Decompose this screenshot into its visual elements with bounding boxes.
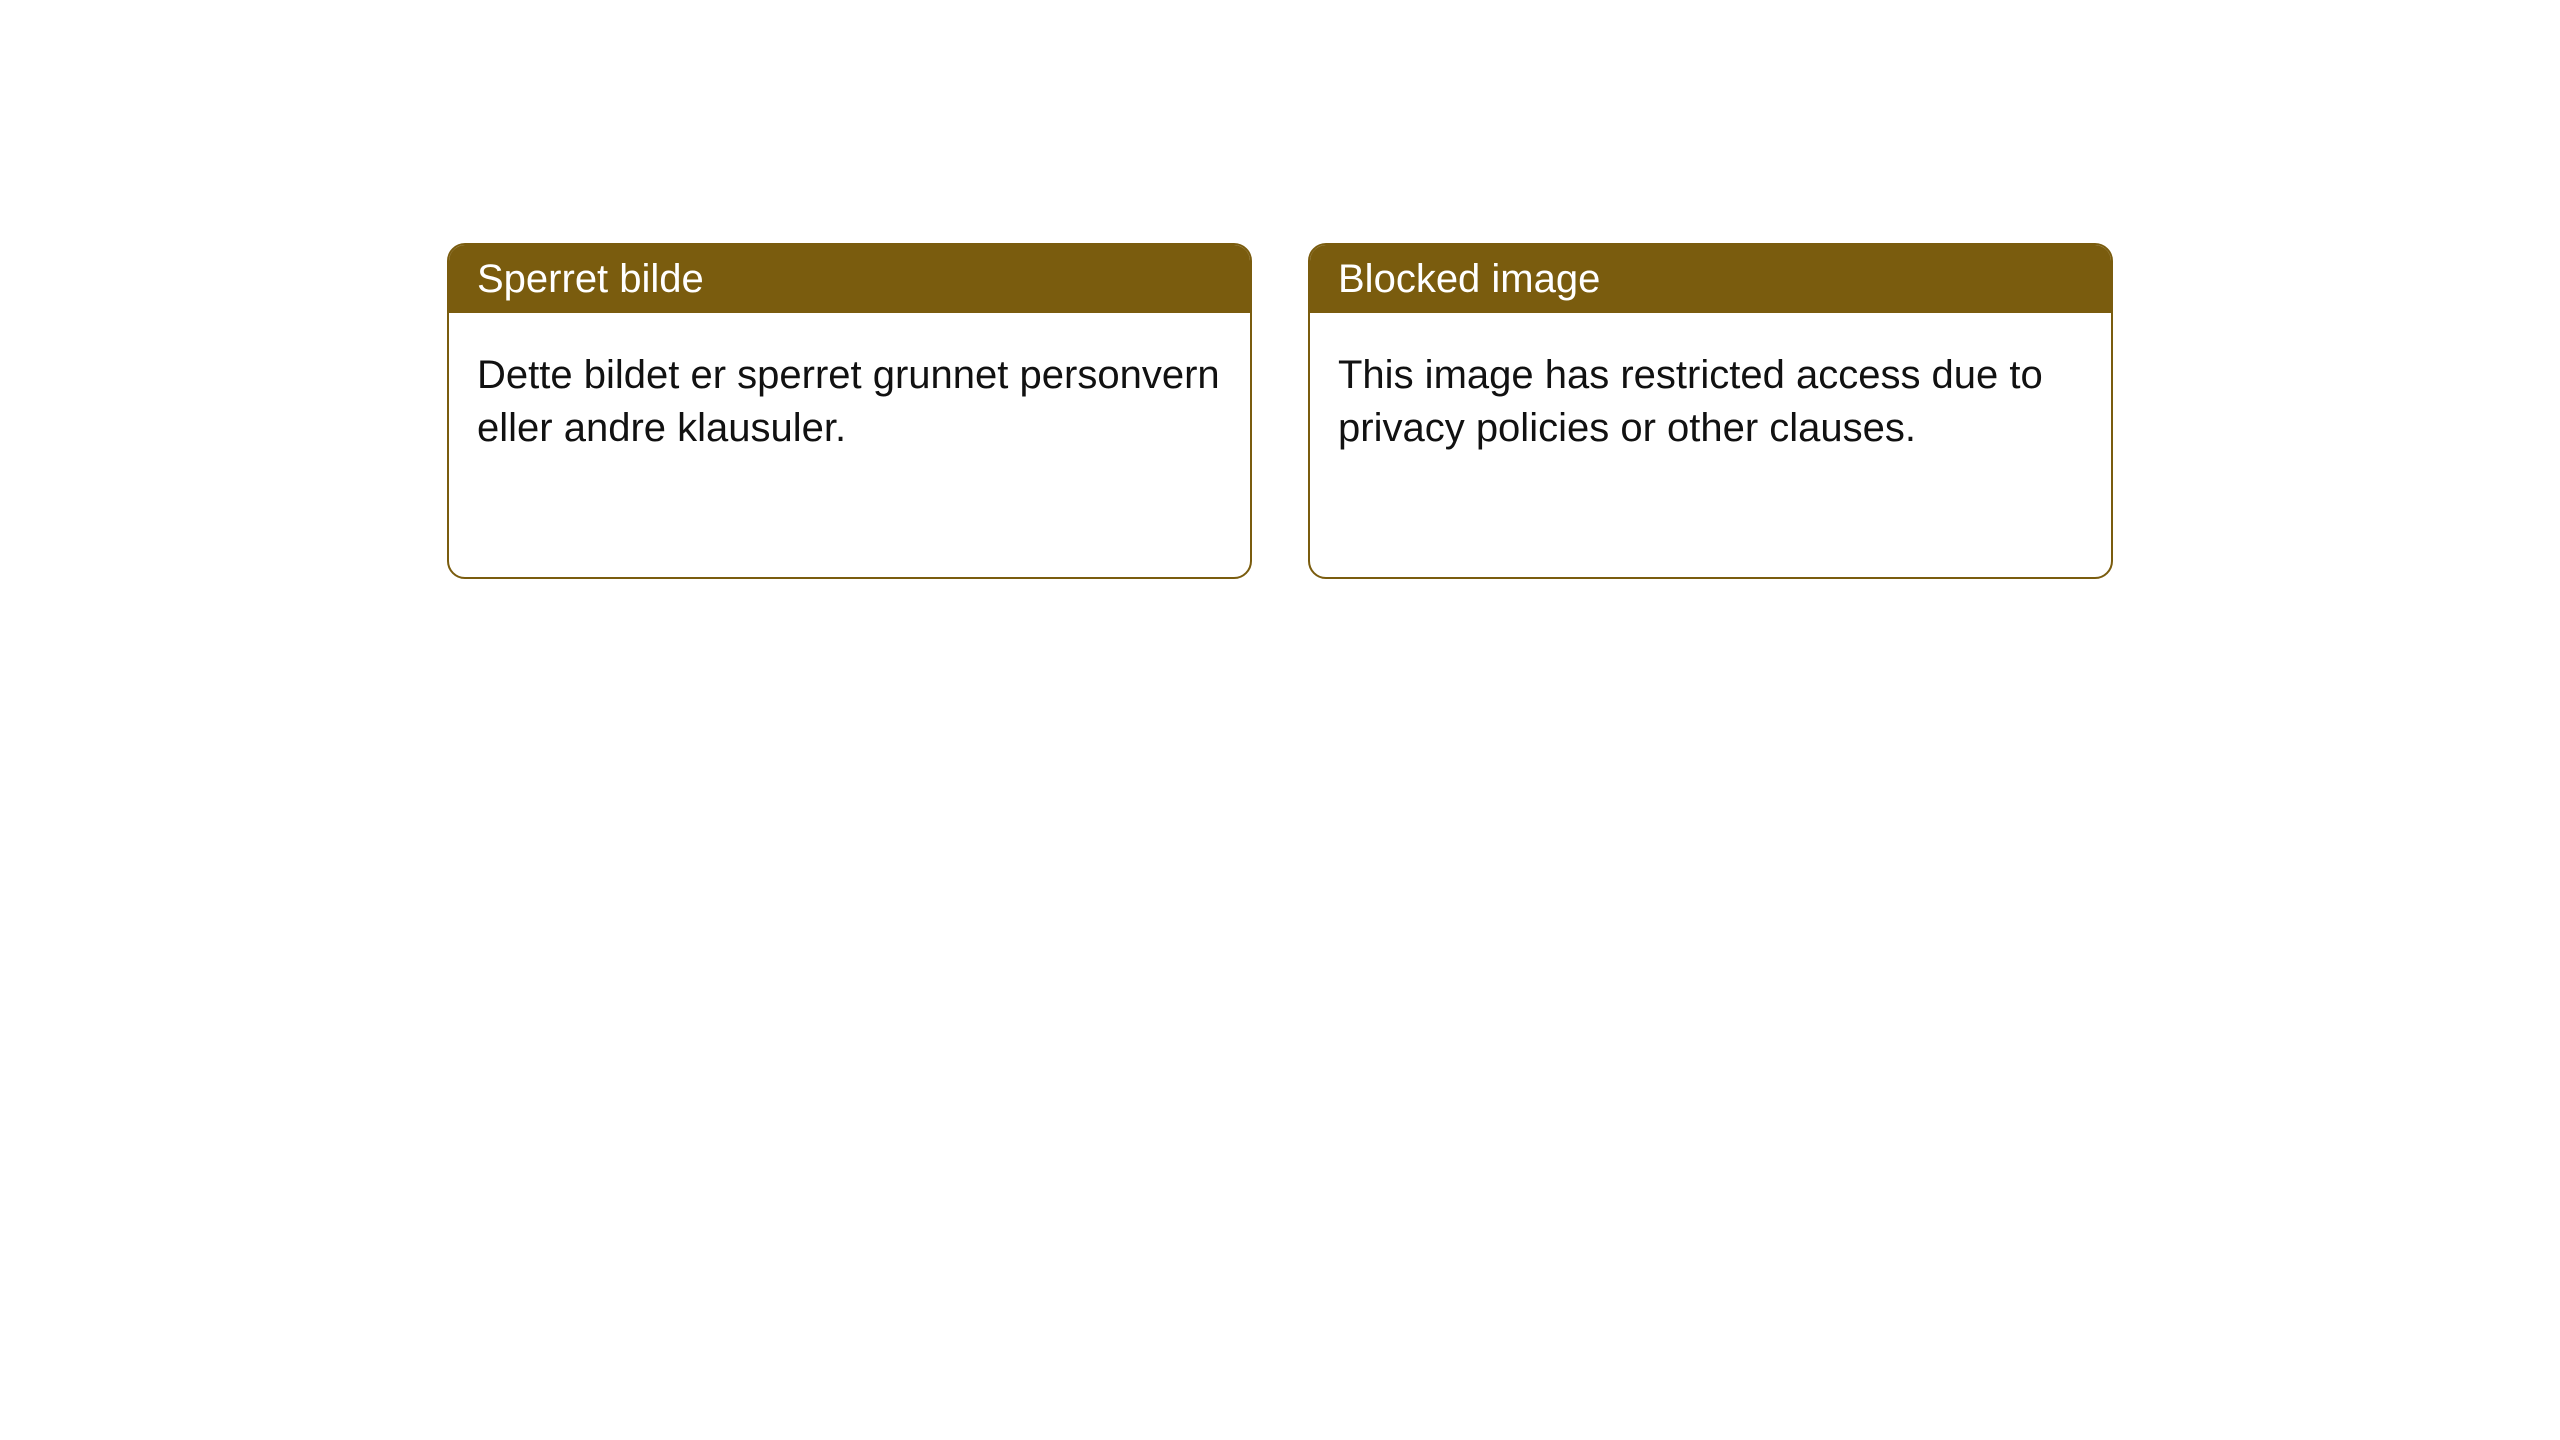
card-body: This image has restricted access due to …: [1310, 313, 2111, 491]
card-body: Dette bildet er sperret grunnet personve…: [449, 313, 1250, 491]
card-header: Sperret bilde: [449, 245, 1250, 313]
card-title: Blocked image: [1338, 257, 1600, 301]
notice-card-norwegian: Sperret bilde Dette bildet er sperret gr…: [447, 243, 1252, 579]
card-title: Sperret bilde: [477, 257, 704, 301]
card-header: Blocked image: [1310, 245, 2111, 313]
notice-card-english: Blocked image This image has restricted …: [1308, 243, 2113, 579]
card-body-text: Dette bildet er sperret grunnet personve…: [477, 353, 1220, 450]
card-body-text: This image has restricted access due to …: [1338, 353, 2043, 450]
notice-container: Sperret bilde Dette bildet er sperret gr…: [0, 0, 2560, 579]
